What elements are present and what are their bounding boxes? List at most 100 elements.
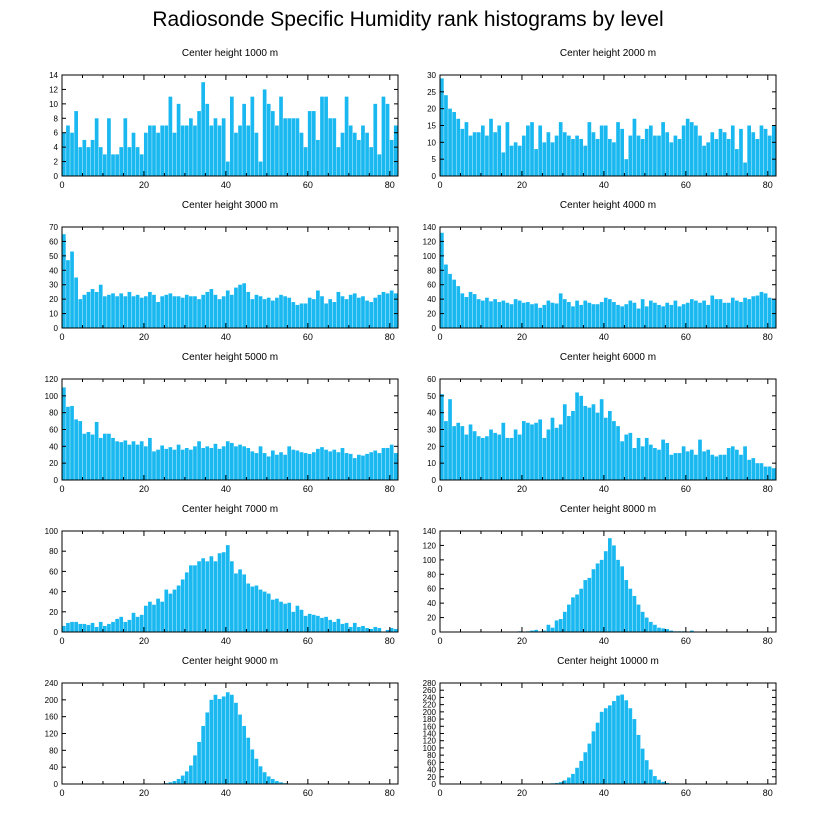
histogram-bar [521,421,526,480]
histogram-bar [307,111,312,176]
histogram-bar [352,458,357,480]
histogram-bar [82,433,87,480]
panel-7: Center height 7000 m 0 20 40 60 80 0 20 40 60 80 10… [45,504,399,646]
histogram-bar [669,304,674,328]
histogram-bar [554,782,559,784]
histogram-bar [513,142,518,176]
histogram-bar [242,574,246,632]
histogram-bar [234,573,238,632]
histogram-bar [361,296,365,328]
x-tick-label: 20 [139,180,149,190]
histogram-bar [78,421,83,480]
histogram-bar [332,449,337,480]
histogram-bar [168,96,173,176]
x-tick-label: 60 [681,484,691,494]
histogram-bar [176,778,181,784]
histogram-bar [669,454,674,480]
histogram-bar [730,446,735,480]
histogram-bar [111,154,115,176]
y-tick-label: 60 [427,585,436,594]
histogram-bar [230,561,234,632]
histogram-bar [706,142,711,176]
y-tick-label: 60 [49,567,58,576]
histogram-bar [193,446,197,480]
histogram-bar [472,294,477,328]
histogram-bar [213,443,218,480]
histogram-bar [135,294,140,328]
histogram-bar [189,118,193,176]
histogram-bar [193,125,197,176]
histogram-bar [526,422,530,480]
y-tick-label: 20 [427,310,436,319]
histogram-bar [82,294,87,328]
y-tick-label: 10 [49,310,58,319]
histogram-bar [262,591,267,632]
histogram-bar [90,622,95,632]
histogram-bar [448,399,452,480]
histogram-bar [291,449,296,480]
histogram-bar [172,449,177,480]
histogram-bar [460,128,465,176]
histogram-bar [369,628,374,632]
histogram-bar [66,406,70,480]
histogram-bar [546,132,551,176]
histogram-bar [184,448,189,480]
histogram-bar [608,410,612,480]
histogram-bar [201,294,206,328]
histogram-bar [743,162,747,176]
y-tick-label: 100 [423,744,437,753]
histogram-bar [665,629,670,632]
histogram-bar [468,291,473,328]
x-tick-label: 40 [221,332,231,342]
histogram-bar [279,601,283,632]
histogram-bar [74,111,78,176]
histogram-bar [603,417,608,480]
histogram-bar [698,302,702,328]
y-tick-label: 60 [49,426,58,435]
histogram-bar [632,595,637,632]
histogram-bar [168,293,173,328]
x-tick-label: 0 [437,636,442,646]
histogram-bar [505,437,510,480]
y-tick-label: 40 [427,599,436,608]
histogram-bar [238,714,242,784]
histogram-bar [755,463,760,480]
histogram-bar [225,290,230,328]
histogram-bar [673,300,678,328]
histogram-bar [583,752,588,784]
histogram-bar [497,434,502,480]
histogram-bar [98,147,103,176]
histogram-bar [201,82,206,176]
y-tick-label: 80 [49,746,58,755]
y-tick-label: 260 [423,686,437,695]
histogram-bar [698,135,702,176]
histogram-bar [172,589,177,632]
histogram-bar [648,621,653,632]
histogram-bar [299,452,304,480]
y-tick-label: 20 [49,608,58,617]
histogram-bar [612,142,616,176]
histogram-bar [307,613,312,632]
histogram-bar [648,125,653,176]
y-tick-label: 80 [427,570,436,579]
histogram-bar [295,605,300,632]
histogram-bar [176,103,181,176]
histogram-bar [205,712,210,784]
histogram-bar [542,437,547,480]
histogram-bar [743,446,747,480]
histogram-bar [464,434,469,480]
y-tick-label: 30 [427,426,436,435]
histogram-bar [332,302,337,328]
panel-title: Center height 3000 m [182,200,278,211]
x-tick-label: 20 [517,788,527,798]
histogram-bar [320,617,324,632]
x-tick-label: 40 [599,484,609,494]
histogram-bar [485,135,489,176]
histogram-bar [291,611,296,632]
histogram-bar [452,112,456,176]
histogram-bar [365,132,369,176]
histogram-bar [636,734,641,784]
histogram-bar [90,434,95,480]
histogram-bar [538,125,543,176]
histogram-bar [275,297,279,328]
